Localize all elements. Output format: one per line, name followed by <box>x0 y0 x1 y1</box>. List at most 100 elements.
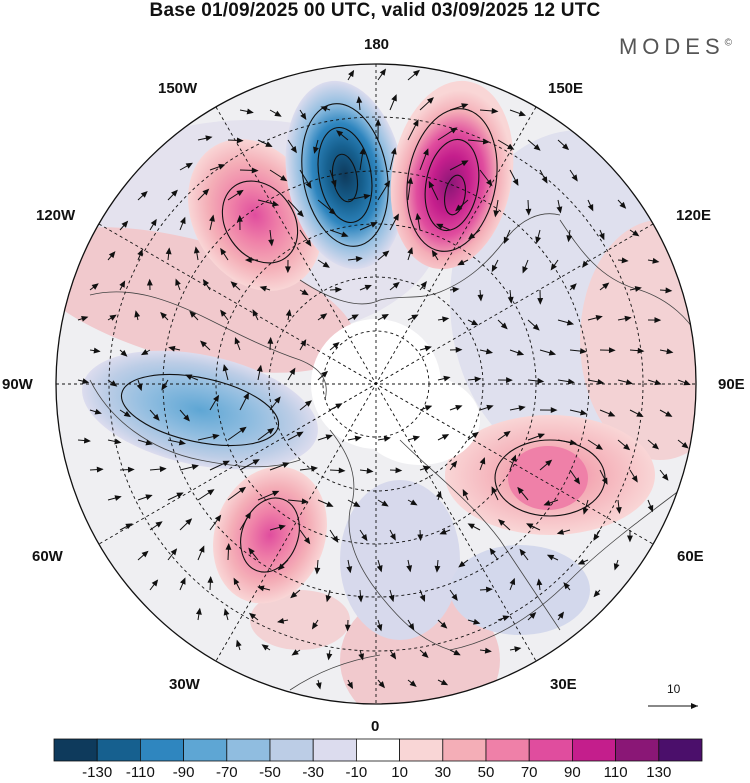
wind-arrow-head <box>636 411 644 417</box>
wind-arrow-head <box>562 143 570 151</box>
wind-arrow-head <box>479 457 486 465</box>
wind-arrow-head <box>326 653 333 661</box>
wind-arrow-head <box>529 612 537 619</box>
wind-arrow-head <box>507 296 514 304</box>
wind-arrow-head <box>493 210 500 218</box>
wind-arrow-head <box>251 167 259 174</box>
wind-arrow-head <box>168 345 176 352</box>
anomaly-field <box>56 80 696 704</box>
wind-arrow-head <box>322 261 330 268</box>
wind-arrow-head <box>407 246 413 255</box>
colorbar-swatch <box>312 738 357 762</box>
wind-arrow-head <box>278 524 286 531</box>
wind-arrow-head <box>406 565 413 573</box>
wind-arrow-head <box>141 349 149 356</box>
wind-arrow-head <box>359 147 366 155</box>
wind-arrow-head <box>310 465 318 472</box>
wind-arrow-head <box>274 110 282 117</box>
wind-arrow-head <box>545 459 553 467</box>
wind-arrow-head <box>392 281 400 289</box>
wind-arrow-head <box>320 106 328 112</box>
wind-arrow-head <box>150 218 157 227</box>
wind-arrow-head <box>238 486 247 494</box>
colorbar-tick-label: 30 <box>434 764 452 781</box>
wind-arrow-head <box>407 176 414 185</box>
wind-arrow-head <box>516 349 525 356</box>
wind-arrow-head <box>244 511 252 520</box>
wind-arrow-head <box>519 548 526 556</box>
colorbar-tick-label: -30 <box>302 764 325 781</box>
wind-arrow-head <box>140 190 148 198</box>
wind-arrow-head <box>136 383 143 392</box>
wind-arrow-head <box>335 403 343 410</box>
wind-arrow-head <box>491 264 498 273</box>
wind-arrow-head <box>236 214 243 222</box>
colorbar-swatch <box>183 738 228 762</box>
wind-arrow-head <box>608 347 616 354</box>
wind-arrow-head <box>198 545 205 553</box>
wind-arrow-head <box>304 400 313 407</box>
wind-arrow-head <box>569 283 577 291</box>
wind-arrow-head <box>127 466 135 473</box>
colorbar-tick-label: -90 <box>172 764 195 781</box>
wind-arrow-head <box>608 410 616 417</box>
wind-arrow-head <box>195 607 202 615</box>
wind-arrow-head <box>370 222 378 228</box>
colorbar-swatch <box>269 738 314 762</box>
wind-arrow-head <box>357 595 364 603</box>
wind-arrow-head <box>165 247 172 255</box>
wind-arrow-head <box>376 624 383 632</box>
wind-arrow-head <box>522 266 528 274</box>
wind-arrow-head <box>579 348 587 355</box>
lon-label-150e: 150E <box>548 80 584 97</box>
colorbar-tick-label: -50 <box>259 764 281 781</box>
wind-arrow-head <box>468 232 476 240</box>
wind-arrow-head <box>467 523 475 530</box>
wind-arrow-head <box>666 348 674 355</box>
wind-arrow-head <box>305 181 312 189</box>
wind-arrow-head <box>110 380 118 387</box>
colorbar-swatch <box>399 738 444 762</box>
lon-label-90w: 90W <box>2 376 33 393</box>
colorbar-swatch <box>442 738 487 762</box>
wind-arrow-head <box>230 281 238 289</box>
chart-title: Base 01/09/2025 00 UTC, valid 03/09/2025… <box>149 0 601 21</box>
wind-arrow-head <box>315 682 322 690</box>
wind-arrow-head <box>358 653 365 661</box>
wind-arrow-head <box>506 377 513 384</box>
wind-arrow-head <box>220 309 227 317</box>
wind-arrow-head <box>474 376 482 383</box>
wind-arrow-head <box>134 310 141 318</box>
wind-arrow-head <box>332 341 340 349</box>
wind-arrow-head <box>81 315 89 322</box>
wind-arrow-head <box>248 547 255 555</box>
wind-arrow-head <box>82 378 90 384</box>
wind-arrow-head <box>453 649 461 656</box>
wind-arrow-head <box>261 644 269 651</box>
wind-arrow-head <box>473 618 481 625</box>
wind-arrow-head <box>321 370 329 378</box>
wind-arrow-head <box>409 680 417 687</box>
wind-arrow-head <box>566 319 575 326</box>
wind-arrow-head <box>244 257 252 263</box>
wind-arrow-head <box>366 467 374 474</box>
wind-arrow-head <box>634 286 642 292</box>
wind-arrow-head <box>424 405 433 411</box>
lon-label-30e: 30E <box>550 676 577 693</box>
wind-arrow-head <box>417 534 424 542</box>
wind-arrow-head <box>382 250 390 258</box>
wind-arrow-head <box>461 103 469 109</box>
wind-arrow-head <box>486 179 493 187</box>
wind-arrow-head <box>160 311 167 319</box>
wind-arrow-head <box>450 127 458 134</box>
wind-arrow-head <box>289 367 296 375</box>
wind-arrow-head <box>557 611 565 619</box>
wind-arrow-head <box>213 394 220 403</box>
wind-arrow-head <box>185 518 193 526</box>
wind-arrow-head <box>412 435 421 442</box>
wind-arrow-head <box>114 438 122 445</box>
modes-logo: MODES© <box>619 34 732 60</box>
wind-arrow-head <box>209 214 215 222</box>
wind-arrow-head <box>361 533 368 542</box>
wind-arrow-head <box>408 623 415 631</box>
